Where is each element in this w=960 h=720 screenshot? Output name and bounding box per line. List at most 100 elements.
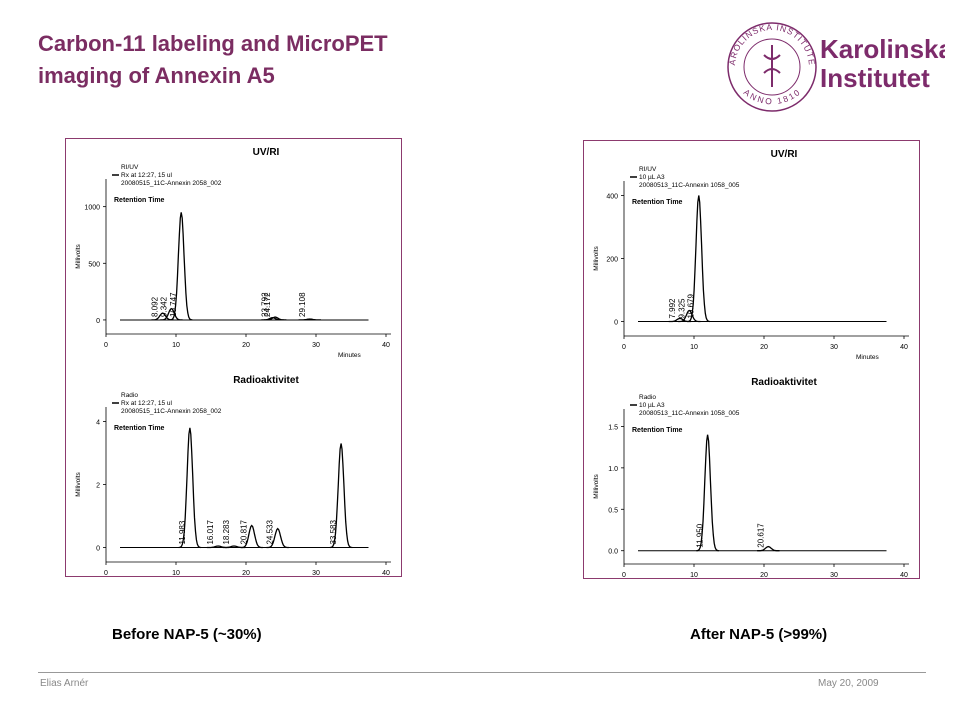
peak	[329, 443, 353, 549]
x-tick-label: 10	[172, 570, 180, 577]
legend-text: 10 µL A3	[639, 174, 665, 181]
peak	[687, 195, 711, 323]
peak	[298, 318, 321, 321]
seal-inner	[743, 38, 801, 96]
x-tick-label: 20	[242, 342, 250, 349]
legend-text: Radio	[121, 392, 138, 399]
y-tick-label: 0	[96, 318, 100, 325]
legend-text: 20080515_11C-Annexin 2058_002	[121, 408, 222, 415]
footer-date: May 20, 2009	[818, 678, 879, 689]
y-axis-label: Millivolts	[75, 243, 82, 268]
x-tick-label: 10	[690, 344, 698, 351]
legend-text: 10 µL A3	[639, 402, 665, 409]
x-tick-label: 0	[104, 342, 108, 349]
y-axis-label: Millivolts	[593, 245, 600, 270]
x-axis-label: Minutes	[856, 354, 880, 361]
legend-text: Rx at 12:27, 15 ul	[121, 400, 173, 407]
peak-label: 20.617	[756, 523, 765, 548]
peak	[178, 427, 202, 549]
legend-text: 20080513_11C-Annexin 1058_005	[639, 410, 740, 417]
y-tick-label: 0.5	[608, 507, 618, 514]
seal-ring	[727, 22, 817, 112]
peak	[264, 316, 287, 321]
y-tick-label: 1.0	[608, 466, 618, 473]
peak-label: 16.017	[206, 520, 215, 545]
panel-caption: Before NAP-5 (~30%)	[112, 626, 262, 643]
legend-heading: Retention Time	[632, 199, 683, 206]
peak	[678, 309, 701, 323]
logo: KAROLINSKA INSTITUTET ANNO 1810 Karolins…	[720, 15, 945, 112]
x-tick-label: 20	[760, 344, 768, 351]
x-tick-label: 10	[172, 342, 180, 349]
peak-label: 20.817	[240, 520, 249, 545]
x-tick-label: 20	[760, 572, 768, 579]
x-tick-label: 20	[242, 570, 250, 577]
footer-rule	[38, 672, 926, 673]
x-tick-label: 0	[104, 570, 108, 577]
footer-author: Elias Arnér	[40, 678, 89, 689]
x-tick-label: 40	[900, 344, 908, 351]
seal-bottom: ANNO 1810	[742, 87, 802, 106]
peak-label: 9.325	[677, 298, 686, 319]
peak-label: 9.342	[159, 296, 168, 317]
y-tick-label: 500	[88, 261, 100, 268]
seal-emblem	[763, 45, 781, 87]
legend-text: Rx at 12:27, 15 ul	[121, 172, 173, 179]
legend-text: RI/UV	[121, 164, 139, 171]
y-tick-label: 0	[96, 546, 100, 553]
peak	[169, 212, 193, 321]
x-axis-label: Minutes	[338, 352, 362, 359]
x-tick-label: 30	[312, 570, 320, 577]
slide-title: Carbon-11 labeling and MicroPET imaging …	[38, 28, 388, 92]
x-tick-label: 30	[830, 572, 838, 579]
peak	[266, 527, 289, 549]
peak-label: 10.747	[169, 292, 178, 317]
y-tick-label: 200	[606, 257, 618, 264]
y-tick-label: 1.5	[608, 424, 618, 431]
legend-heading: Retention Time	[114, 425, 165, 432]
y-tick-label: 0	[614, 320, 618, 327]
logo-name: Karolinska	[820, 34, 945, 64]
peak	[668, 317, 692, 323]
y-axis-label: Millivolts	[75, 471, 82, 496]
peak	[696, 434, 719, 552]
peak-label: 7.992	[668, 298, 677, 319]
x-tick-label: 40	[382, 570, 390, 577]
chart-title: UV/RI	[253, 147, 280, 158]
y-tick-label: 4	[96, 419, 100, 426]
peak	[757, 545, 780, 552]
peak-label: 33.583	[329, 520, 338, 545]
x-tick-label: 0	[622, 572, 626, 579]
logo-name: Institutet	[820, 63, 930, 93]
peak-label: 10.679	[687, 294, 696, 319]
legend-heading: Retention Time	[114, 197, 165, 204]
panel-caption: After NAP-5 (>99%)	[690, 626, 828, 643]
y-tick-label: 0.0	[608, 549, 618, 556]
legend-text: 20080513_11C-Annexin 1058_005	[639, 182, 740, 189]
peak	[240, 524, 263, 549]
seal-text: ANNO 1810	[742, 87, 803, 106]
title-line: imaging of Annexin A5	[38, 63, 275, 88]
x-tick-label: 10	[690, 572, 698, 579]
peak	[160, 307, 183, 321]
x-tick-label: 30	[312, 342, 320, 349]
x-tick-label: 40	[382, 342, 390, 349]
x-tick-label: 0	[622, 344, 626, 351]
peak-label: 11.983	[178, 520, 187, 544]
chart-title: Radioaktivitet	[751, 377, 817, 388]
peak-label: 8.092	[151, 296, 160, 317]
legend-text: 20080515_11C-Annexin 2058_002	[121, 180, 222, 187]
title-line: Carbon-11 labeling and MicroPET	[38, 31, 388, 56]
x-tick-label: 40	[900, 572, 908, 579]
y-tick-label: 2	[96, 483, 100, 490]
peak-label: 24.533	[266, 520, 275, 545]
y-axis-label: Millivolts	[593, 473, 600, 498]
y-tick-label: 400	[606, 193, 618, 200]
legend-text: RI/UV	[639, 166, 657, 173]
chart-title: Radioaktivitet	[233, 375, 299, 386]
peak-label: 23.792	[261, 292, 270, 317]
legend-text: Radio	[639, 394, 656, 401]
